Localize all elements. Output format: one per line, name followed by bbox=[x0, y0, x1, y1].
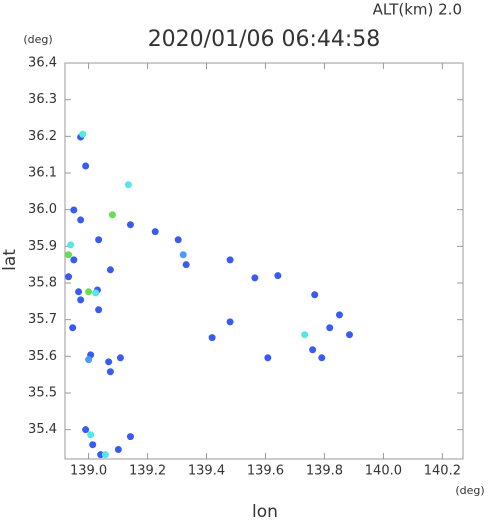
y-unit: (deg) bbox=[23, 33, 52, 46]
echo-point bbox=[301, 331, 309, 339]
echo-point bbox=[70, 206, 78, 214]
y-tick-label: 36.2 bbox=[28, 129, 57, 144]
echo-point bbox=[116, 354, 124, 362]
echo-point bbox=[208, 334, 216, 342]
echo-point bbox=[151, 228, 159, 236]
y-tick-label: 36.0 bbox=[28, 202, 57, 217]
y-tick-label: 35.4 bbox=[28, 422, 57, 437]
y-tick-label: 35.7 bbox=[28, 312, 57, 327]
echo-point bbox=[105, 358, 113, 366]
y-tick-label: 35.8 bbox=[28, 276, 57, 291]
echo-point bbox=[126, 433, 134, 441]
y-tick-label: 35.6 bbox=[28, 349, 57, 364]
echo-point bbox=[82, 426, 90, 434]
echo-point bbox=[92, 289, 100, 297]
y-axis-label: lat bbox=[0, 249, 20, 271]
echo-point bbox=[311, 291, 319, 299]
y-tick-label: 36.1 bbox=[28, 166, 57, 181]
x-tick-label: 139.6 bbox=[247, 464, 284, 479]
echo-point bbox=[106, 266, 114, 274]
echo-point bbox=[85, 356, 93, 364]
echo-point bbox=[101, 451, 109, 459]
echo-point bbox=[108, 211, 116, 219]
echo-point bbox=[124, 181, 132, 189]
echo-point bbox=[326, 324, 334, 332]
echo-point bbox=[75, 288, 83, 296]
x-tick-label: 139.2 bbox=[129, 464, 166, 479]
echo-point bbox=[77, 216, 85, 224]
echo-point bbox=[226, 318, 234, 326]
chart-title: 2020/01/06 06:44:58 bbox=[148, 27, 381, 52]
echo-point bbox=[67, 241, 75, 249]
echo-point bbox=[114, 445, 122, 453]
echo-point bbox=[95, 236, 103, 244]
plot-frame bbox=[64, 62, 464, 460]
x-tick-label: 140.2 bbox=[424, 464, 461, 479]
echo-point bbox=[126, 221, 134, 229]
echo-point bbox=[179, 251, 187, 259]
echo-point bbox=[69, 324, 77, 332]
y-tick-label: 36.4 bbox=[28, 56, 57, 71]
echo-point bbox=[274, 272, 282, 280]
x-tick-label: 139.4 bbox=[188, 464, 225, 479]
echo-point bbox=[182, 261, 190, 269]
echo-point bbox=[89, 441, 97, 449]
x-tick-label: 140.0 bbox=[365, 464, 402, 479]
echo-point bbox=[65, 273, 73, 281]
y-tick-label: 35.5 bbox=[28, 386, 57, 401]
echo-point bbox=[79, 130, 87, 138]
echo-point bbox=[95, 306, 103, 314]
echo-point bbox=[85, 288, 93, 296]
echo-point bbox=[106, 368, 114, 376]
x-tick-label: 139.8 bbox=[306, 464, 343, 479]
echo-point bbox=[226, 256, 234, 264]
x-unit: (deg) bbox=[455, 484, 484, 497]
echo-point bbox=[309, 346, 317, 354]
echo-point bbox=[87, 431, 95, 439]
echo-point bbox=[70, 256, 78, 264]
echo-point bbox=[77, 296, 85, 304]
x-tick-label: 139.0 bbox=[70, 464, 107, 479]
altitude-label: ALT(km) 2.0 bbox=[373, 1, 462, 19]
echo-point bbox=[65, 251, 73, 259]
echo-point bbox=[251, 274, 259, 282]
echo-point bbox=[264, 354, 272, 362]
echo-point bbox=[345, 331, 353, 339]
echo-point bbox=[335, 311, 343, 319]
y-tick-label: 36.3 bbox=[28, 92, 57, 107]
echo-point bbox=[318, 354, 326, 362]
x-axis-label: lon bbox=[252, 502, 278, 521]
echo-point bbox=[82, 162, 90, 170]
echo-point bbox=[174, 236, 182, 244]
y-tick-label: 35.9 bbox=[28, 239, 57, 254]
